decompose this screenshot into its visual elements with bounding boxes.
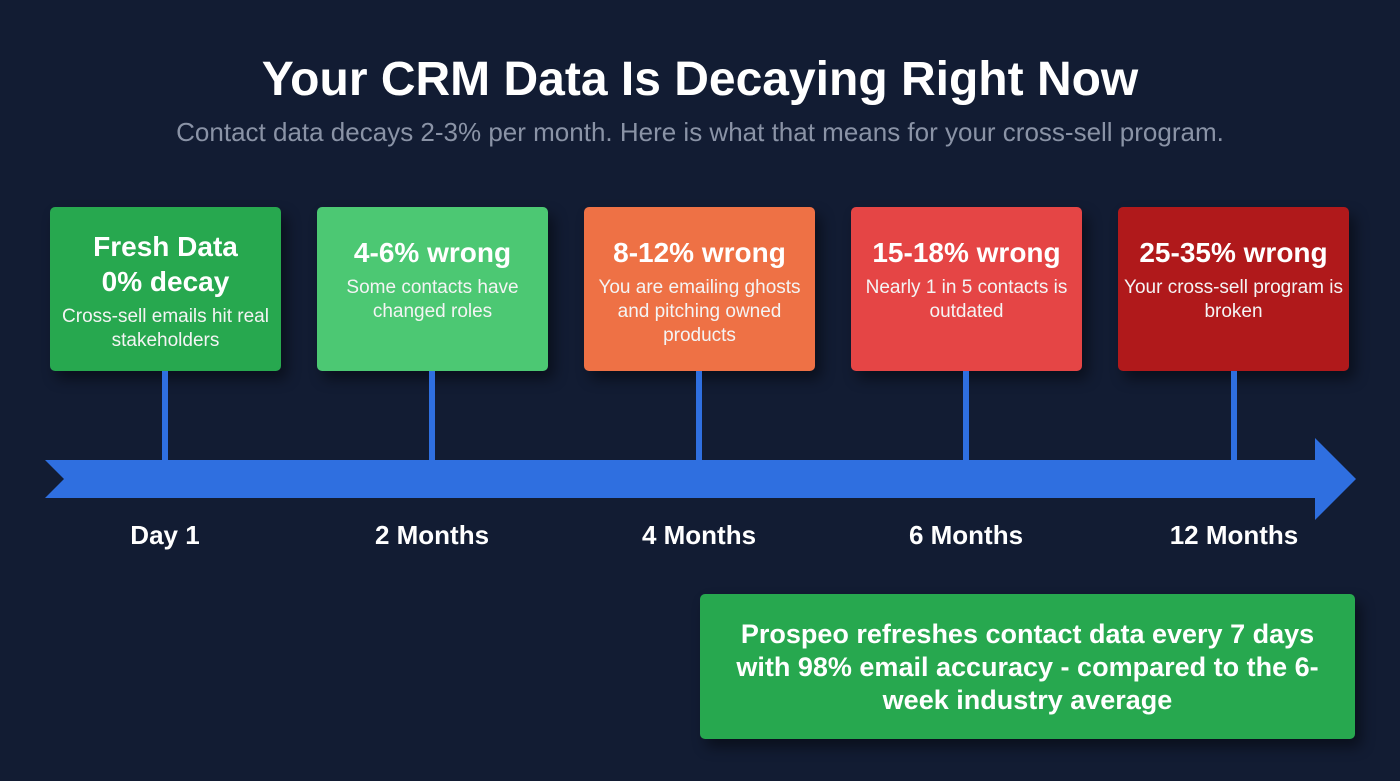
stage-description: You are emailing ghosts and pitching own… xyxy=(598,277,801,346)
stage-heading: 25-35% wrong xyxy=(1139,237,1328,268)
stage-description: Nearly 1 in 5 contacts is outdated xyxy=(865,277,1068,322)
timeline-label: Day 1 xyxy=(130,520,200,550)
stage-card-2-months: 4-6% wrong Some contacts have changed ro… xyxy=(317,207,548,371)
stage-description: Some contacts have changed roles xyxy=(346,277,519,322)
stage-description: Cross-sell emails hit real stakeholders xyxy=(62,306,269,351)
timeline-arrow-shape xyxy=(45,438,1356,520)
stage-heading-line: 0% decay xyxy=(101,266,230,297)
timeline-connector xyxy=(1231,371,1237,463)
page-title: Your CRM Data Is Decaying Right Now xyxy=(261,53,1139,106)
stage-card-day-1: Fresh Data 0% decay Cross-sell emails hit… xyxy=(50,207,281,371)
stage-heading: 8-12% wrong xyxy=(613,237,786,268)
prospeo-callout: Prospeo refreshes contact data every 7 d… xyxy=(700,594,1355,739)
stage-heading: 15-18% wrong xyxy=(872,237,1061,268)
timeline-connector xyxy=(429,371,435,463)
timeline-connector xyxy=(696,371,702,463)
page-subtitle: Contact data decays 2-3% per month. Here… xyxy=(176,117,1224,147)
timeline-connector xyxy=(963,371,969,463)
timeline-label: 6 Months xyxy=(908,520,1024,550)
stage-heading: 4-6% wrong xyxy=(353,237,512,268)
timeline-label: 2 Months xyxy=(374,520,490,550)
timeline-connector xyxy=(162,371,168,463)
stage-card-6-months: 15-18% wrong Nearly 1 in 5 contacts is o… xyxy=(851,207,1082,371)
timeline-label: 4 Months xyxy=(641,520,757,550)
stage-card-4-months: 8-12% wrong You are emailing ghosts and … xyxy=(584,207,815,371)
timeline-label: 12 Months xyxy=(1169,520,1299,550)
stage-heading: Fresh Data 0% decay xyxy=(50,229,281,299)
stage-card-12-months: 25-35% wrong Your cross-sell program is … xyxy=(1118,207,1349,371)
stage-description: Your cross-sell program is broken xyxy=(1124,277,1343,322)
stage-heading-line: Fresh Data xyxy=(93,231,238,262)
